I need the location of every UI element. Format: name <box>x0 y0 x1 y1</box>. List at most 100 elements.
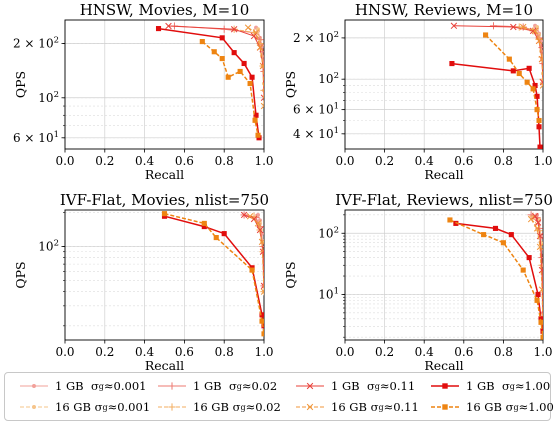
data-point <box>249 74 255 80</box>
x-tick-label: 0.2 <box>375 345 394 359</box>
y-tick-label: 4 × 101 <box>293 126 339 141</box>
x-tick-label: 0.6 <box>454 345 473 359</box>
data-point <box>532 82 538 89</box>
x-tick-label: 0.8 <box>494 345 513 359</box>
data-point <box>252 29 260 36</box>
data-point <box>161 213 168 219</box>
data-point-b <box>535 37 543 45</box>
legend-marker-icon <box>296 382 324 390</box>
x-tick-label: 0.6 <box>175 154 194 168</box>
data-point <box>515 23 523 31</box>
legend-label-value: ≈1.00 <box>518 400 554 414</box>
data-point <box>213 235 219 241</box>
x-axis-label: Recall <box>145 167 184 182</box>
data-point <box>537 144 543 149</box>
data-point <box>506 56 512 62</box>
data-point <box>253 112 259 118</box>
data-point <box>539 59 543 68</box>
y-tick-label: 6 × 101 <box>293 102 339 117</box>
data-point <box>524 79 530 85</box>
data-point <box>258 218 262 223</box>
data-point-b <box>259 250 264 255</box>
data-point-b <box>531 212 539 220</box>
x-tick-label: 1.0 <box>254 345 273 359</box>
legend-label-size: 1 GB <box>55 379 84 393</box>
legend-label-sigma: σ <box>90 379 99 393</box>
legend-label-sub: g <box>236 381 242 391</box>
data-point-b <box>510 23 517 31</box>
y-tick-exponent: 1 <box>334 126 339 136</box>
x-tick-label: 0.2 <box>95 345 114 359</box>
y-tick-label: 102 <box>38 90 59 105</box>
data-point-a <box>260 102 264 107</box>
data-point <box>240 211 248 219</box>
data-point-b <box>260 285 264 290</box>
legend-label-sigma: σ <box>501 379 510 393</box>
legend-marker-icon <box>20 405 48 409</box>
data-point <box>535 291 541 297</box>
data-point-b <box>538 57 543 63</box>
y-tick-exponent: 1 <box>334 286 339 296</box>
legend-label-sub: g <box>513 402 519 412</box>
series-line <box>453 25 543 83</box>
legend-label-value: ≈0.11 <box>379 379 416 393</box>
series-group <box>155 22 264 141</box>
chart-panel-1: 0.0 0.2 0.4 0.6 0.8 1.0 6 × 101 102 2 × 102 HNSW,… <box>13 1 274 182</box>
data-point <box>492 225 499 231</box>
data-point <box>500 240 506 246</box>
data-point <box>536 124 542 130</box>
data-point <box>449 61 455 67</box>
legend-marker <box>442 383 448 389</box>
data-point <box>259 62 264 70</box>
chart-panel-3: 0.0 0.2 0.4 0.6 0.8 1.0 102 IVF-Flat, Movies, n… <box>13 191 274 372</box>
data-point <box>259 312 264 318</box>
legend-label-size: 1 GB <box>331 379 360 393</box>
legend-label-sigma: σ <box>228 379 237 393</box>
y-axis-label: QPS <box>13 261 28 288</box>
legend: 1 GB σ g ≈0.001 1 GB σ g ≈0.02 1 GB σ g ≈0.11 … <box>4 372 554 421</box>
data-point <box>520 267 526 273</box>
chart-panel-2: 0.0 0.2 0.4 0.6 0.8 1.0 4 × 101 6 × 101 102 2 × 1… <box>283 1 553 182</box>
chart-title: IVF-Flat, Reviews, nlist=750 <box>335 191 553 209</box>
legend-label-sigma: σ <box>232 400 241 414</box>
data-point-b <box>260 105 264 110</box>
data-point-b <box>536 243 543 251</box>
legend-item-1gb-0001: 1 GB σ g ≈0.001 <box>19 379 146 393</box>
legend-marker-icon <box>20 384 48 388</box>
data-point-a <box>260 94 264 99</box>
y-tick-exponent: 1 <box>334 102 339 112</box>
data-point <box>261 331 264 337</box>
legend-marker <box>32 405 36 409</box>
data-point-b <box>519 23 527 31</box>
data-point <box>201 224 207 230</box>
data-point <box>259 318 264 324</box>
chart-panel-4: 0.0 0.2 0.4 0.6 0.8 1.0 101 102 IVF-Flat, Review… <box>283 191 553 372</box>
series-line <box>523 26 543 86</box>
x-axis-label: Recall <box>424 358 463 372</box>
x-tick-label: 0.0 <box>335 345 354 359</box>
data-point <box>538 266 543 274</box>
data-point-b <box>246 213 254 220</box>
data-point <box>221 231 227 237</box>
data-point <box>526 65 532 71</box>
data-point <box>219 35 225 41</box>
legend-marker <box>32 384 36 388</box>
data-point-b <box>252 29 260 36</box>
data-point <box>256 44 264 51</box>
legend-label-sub: g <box>378 402 384 412</box>
data-point <box>260 86 264 94</box>
y-tick-label: 6 × 101 <box>13 130 59 145</box>
data-point <box>165 22 172 30</box>
x-axis-label: Recall <box>145 358 184 372</box>
data-point <box>526 255 532 261</box>
data-point <box>533 225 541 232</box>
data-point <box>510 23 517 31</box>
data-point-b <box>230 25 238 33</box>
data-point <box>244 24 252 31</box>
legend-label-value: ≈0.11 <box>383 400 419 414</box>
legend-marker-b <box>306 382 314 390</box>
x-tick-label: 0.2 <box>375 154 394 168</box>
legend-marker <box>442 404 448 410</box>
data-point <box>516 70 522 77</box>
legend-item-16gb-011: 16 GB σ g ≈0.11 <box>295 400 419 414</box>
